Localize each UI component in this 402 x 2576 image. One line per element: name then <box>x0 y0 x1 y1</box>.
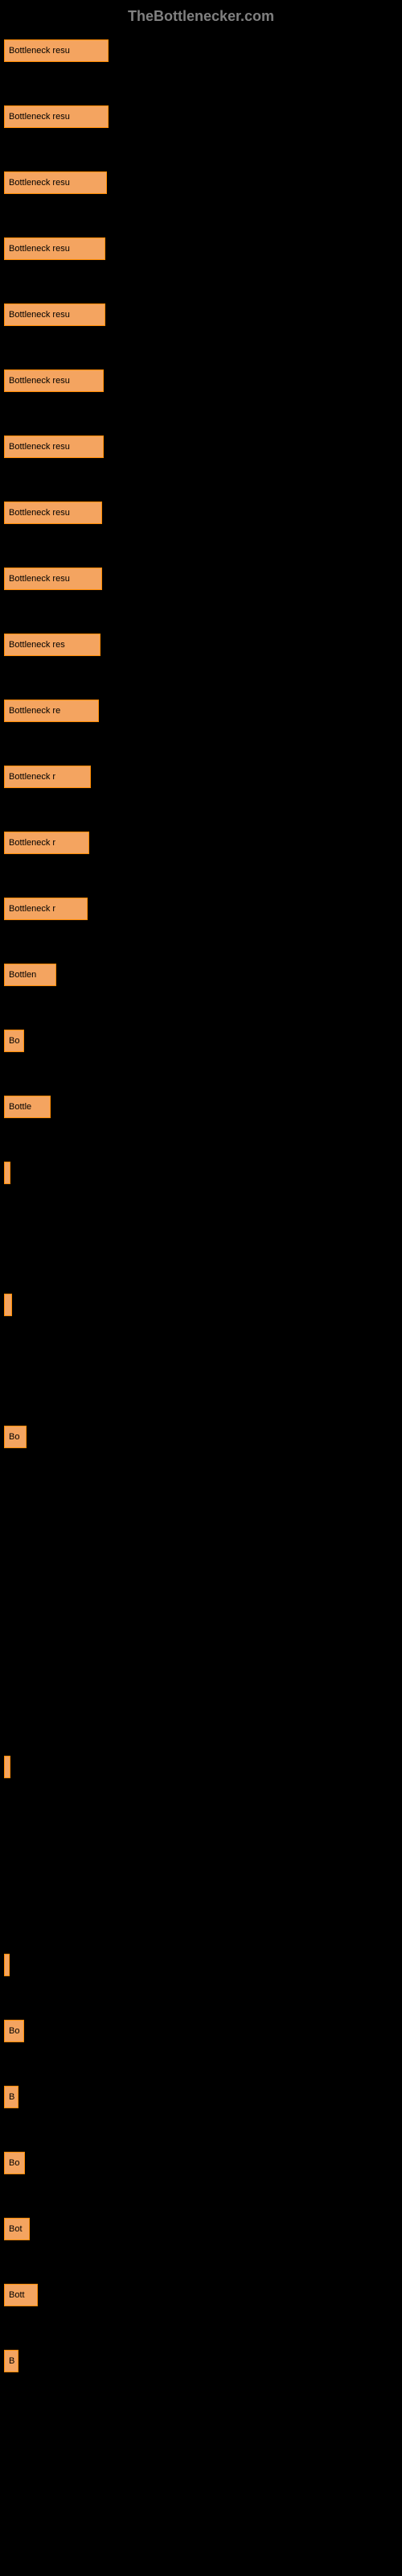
bars-list: Bottleneck resu Bottleneck resu Bottleneck… <box>0 39 402 2372</box>
result-bar[interactable]: Bottlen <box>4 964 56 986</box>
bar-container: Bo <box>4 2152 398 2174</box>
result-bar[interactable]: Bottleneck resu <box>4 502 102 524</box>
result-bar[interactable]: Bo <box>4 1426 27 1448</box>
result-bar[interactable]: Bottleneck resu <box>4 237 105 260</box>
bar-container: Bottleneck res <box>4 634 398 656</box>
header-title: TheBottlenecker.com <box>0 0 402 33</box>
bar-container: Bo <box>4 2020 398 2042</box>
bar-container <box>4 1558 398 1580</box>
result-bar[interactable]: Bottleneck resu <box>4 39 109 62</box>
result-bar[interactable]: Bo <box>4 2152 25 2174</box>
result-bar[interactable]: Bo <box>4 1030 24 1052</box>
bar-container: Bottleneck resu <box>4 237 398 260</box>
result-bar[interactable]: Bottleneck re <box>4 700 99 722</box>
bar-container <box>4 1294 398 1316</box>
result-bar[interactable] <box>4 1954 10 1976</box>
result-bar[interactable] <box>4 1294 12 1316</box>
bar-container: B <box>4 2086 398 2108</box>
bar-container: Bottleneck resu <box>4 105 398 128</box>
bar-container: Bo <box>4 1426 398 1448</box>
bar-container <box>4 1888 398 1910</box>
bar-container: Bott <box>4 2284 398 2306</box>
bar-container <box>4 1162 398 1184</box>
bar-container <box>4 1822 398 1844</box>
bar-container: Bottleneck resu <box>4 303 398 326</box>
bar-container <box>4 1492 398 1514</box>
bar-container: Bottleneck resu <box>4 39 398 62</box>
bar-container: Bottleneck resu <box>4 568 398 590</box>
result-bar[interactable]: Bottleneck resu <box>4 436 104 458</box>
result-bar[interactable]: Bo <box>4 2020 24 2042</box>
bar-container: Bottleneck r <box>4 898 398 920</box>
bar-container: Bottleneck resu <box>4 436 398 458</box>
bar-container: B <box>4 2350 398 2372</box>
bar-container: Bot <box>4 2218 398 2240</box>
bar-container: Bottleneck r <box>4 832 398 854</box>
bar-container: Bottleneck resu <box>4 502 398 524</box>
result-bar[interactable] <box>4 1162 10 1184</box>
result-bar[interactable]: Bottleneck resu <box>4 171 107 194</box>
bar-container: Bottleneck r <box>4 766 398 788</box>
bar-container: Bottleneck re <box>4 700 398 722</box>
bar-container <box>4 1690 398 1712</box>
result-bar[interactable] <box>4 1756 10 1778</box>
bar-container: Bottleneck resu <box>4 369 398 392</box>
result-bar[interactable]: Bottleneck r <box>4 766 91 788</box>
result-bar[interactable]: Bottleneck res <box>4 634 100 656</box>
result-bar[interactable]: Bottleneck r <box>4 832 89 854</box>
bar-container: Bottle <box>4 1096 398 1118</box>
result-bar[interactable]: B <box>4 2086 18 2108</box>
result-bar[interactable]: Bottleneck resu <box>4 369 104 392</box>
result-bar[interactable]: Bottleneck resu <box>4 105 109 128</box>
result-bar[interactable]: Bot <box>4 2218 30 2240</box>
bar-container: Bottlen <box>4 964 398 986</box>
result-bar[interactable]: Bottleneck resu <box>4 568 102 590</box>
bar-container <box>4 1228 398 1250</box>
bar-container <box>4 1624 398 1646</box>
bar-container: Bottleneck resu <box>4 171 398 194</box>
bar-container: Bo <box>4 1030 398 1052</box>
bar-container <box>4 1360 398 1382</box>
result-bar[interactable]: B <box>4 2350 18 2372</box>
bar-container <box>4 1954 398 1976</box>
result-bar[interactable]: Bottle <box>4 1096 51 1118</box>
result-bar[interactable]: Bottleneck resu <box>4 303 105 326</box>
bar-container <box>4 1756 398 1778</box>
result-bar[interactable]: Bott <box>4 2284 38 2306</box>
result-bar[interactable]: Bottleneck r <box>4 898 88 920</box>
